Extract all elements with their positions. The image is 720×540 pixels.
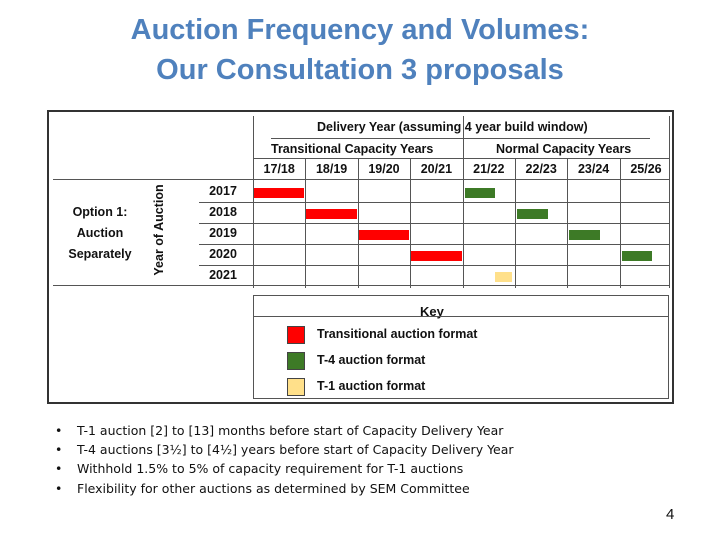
bar-t1-2021-21-22	[495, 272, 512, 282]
delivery-year-label: 18/19	[315, 162, 348, 176]
key-label-transitional: Transitional auction format	[317, 327, 478, 341]
delivery-year-label: 21/22	[473, 162, 505, 176]
key-swatch-t1	[287, 378, 305, 396]
delivery-year-label: 23/24	[577, 162, 610, 176]
slide-title-line-1: Auction Frequency and Volumes:	[130, 14, 590, 46]
bullet-list: T-1 auction [2] to [13] months before st…	[55, 421, 514, 498]
delivery-year-label: 20/21	[420, 162, 453, 176]
grid-line	[199, 244, 670, 245]
bar-t4-2019-23-24	[569, 230, 600, 240]
key-title: Key	[420, 304, 444, 319]
key-label-t4: T-4 auction format	[317, 353, 426, 367]
key-box	[253, 295, 669, 399]
page-number: 4	[666, 506, 675, 523]
auction-year-label: 2017	[209, 184, 237, 198]
bar-t4-2017-21-22	[464, 188, 496, 198]
bar-t4-2020-25-26	[621, 251, 653, 261]
bar-transitional-2020-20-21	[411, 251, 462, 261]
delivery-year-label: 22/23	[525, 162, 557, 176]
auction-year-label: 2019	[209, 226, 237, 240]
option-label-line-2: Auction	[76, 226, 124, 240]
key-swatch-t4	[287, 352, 305, 370]
delivery-year-header: Delivery Year (assuming 4 year build win…	[317, 120, 588, 134]
bar-transitional-2019-19-20	[358, 230, 410, 240]
delivery-year-label: 19/20	[368, 162, 400, 176]
delivery-year-label: 25/26	[630, 162, 662, 176]
bar-transitional-2017-17-18	[254, 188, 305, 198]
grid-line	[271, 138, 651, 139]
auction-year-label: 2021	[209, 268, 237, 282]
normal-years-header: Normal Capacity Years	[496, 142, 632, 156]
key-divider	[253, 316, 669, 317]
transitional-years-header: Transitional Capacity Years	[271, 142, 434, 156]
bullet-item: T-4 auctions [3½] to [4½] years before s…	[55, 440, 514, 459]
bullet-item: Withhold 1.5% to 5% of capacity requirem…	[55, 459, 514, 478]
grid-line	[199, 223, 670, 224]
auction-year-label: 2018	[209, 205, 237, 219]
slide-title: Auction Frequency and Volumes: Our Consu…	[0, 10, 720, 90]
bar-transitional-2018-18-19	[306, 209, 357, 219]
grid-line	[53, 179, 670, 180]
key-swatch-transitional	[287, 326, 305, 344]
bullet-item: T-1 auction [2] to [13] months before st…	[55, 421, 514, 440]
option-label-line-1: Option 1:	[72, 205, 128, 219]
y-axis-label: Year of Auction	[152, 184, 166, 276]
grid-line	[253, 158, 670, 159]
bar-t4-2018-22-23	[517, 209, 548, 219]
slide-title-line-2: Our Consultation 3 proposals	[156, 54, 564, 86]
grid-line	[669, 116, 671, 288]
key-label-t1: T-1 auction format	[317, 379, 426, 393]
grid-line	[53, 285, 670, 286]
grid-line	[199, 265, 670, 266]
auction-year-label: 2020	[209, 247, 237, 261]
option-label-line-3: Separately	[68, 247, 132, 261]
option-label: Option 1: Auction Separately	[57, 202, 143, 265]
auction-timeline-diagram: Delivery Year (assuming 4 year build win…	[47, 110, 674, 404]
grid-line	[199, 202, 670, 203]
delivery-year-label: 17/18	[263, 162, 295, 176]
bullet-item: Flexibility for other auctions as determ…	[55, 479, 514, 498]
